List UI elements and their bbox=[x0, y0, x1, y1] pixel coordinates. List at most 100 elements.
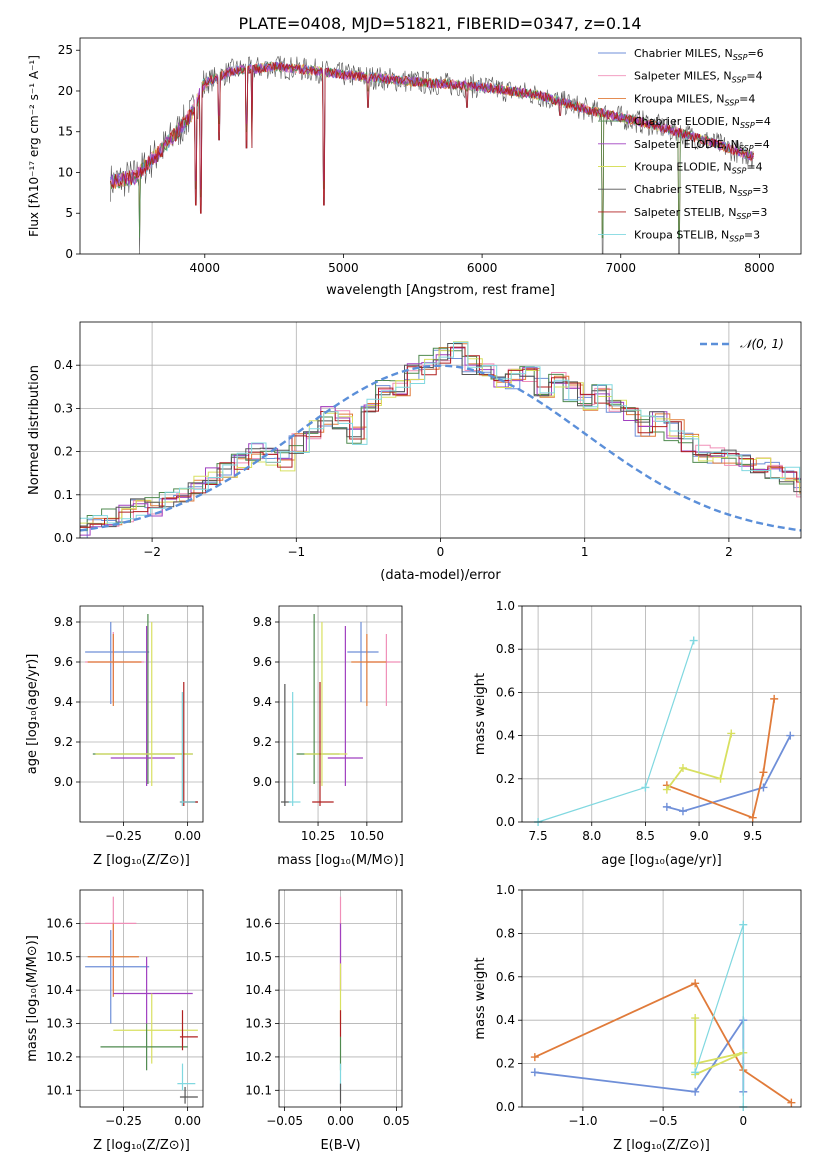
y-tick-label: 9.2 bbox=[253, 735, 272, 749]
x-tick-label: 0 bbox=[739, 1114, 747, 1128]
series bbox=[534, 636, 698, 826]
y-tick-label: 1.0 bbox=[496, 599, 515, 613]
y-tick-label: 0.0 bbox=[496, 1100, 515, 1114]
x-tick-label: 0.05 bbox=[383, 1114, 410, 1128]
axes-weight-vs-Z: −1.0 −0.5 0 0.0 0.2 0.4 0.6 0.8 1.0 Z [log₁₀(Z/Z⊙… bbox=[473, 883, 802, 1153]
series-marker bbox=[739, 920, 748, 929]
y-tick-label: 10 bbox=[58, 165, 73, 179]
series-marker bbox=[748, 813, 757, 822]
y-tick-label: 0.6 bbox=[496, 685, 515, 699]
series-line bbox=[537, 640, 695, 823]
y-tick-label: 0.6 bbox=[496, 970, 515, 984]
y-axis-label: Flux [fλ10⁻¹⁷ erg cm⁻² s⁻¹ A⁻¹] bbox=[27, 55, 41, 237]
series-marker bbox=[759, 783, 768, 792]
data-point bbox=[100, 1023, 188, 1071]
series-line bbox=[666, 735, 792, 813]
series bbox=[662, 731, 795, 816]
data-point bbox=[179, 1086, 198, 1104]
y-tick-label: 5 bbox=[65, 206, 73, 220]
axes-frame bbox=[79, 37, 802, 255]
y-tick-label: 0.2 bbox=[54, 445, 73, 459]
legend-entry: Chabrier STELIB, NSSP=3 bbox=[634, 183, 768, 198]
gaussian-curve bbox=[80, 364, 801, 532]
axes-frame bbox=[79, 321, 802, 539]
y-tick-label: 10.6 bbox=[46, 916, 73, 930]
x-axis-label: Z [log₁₀(Z/Z⊙)] bbox=[93, 1138, 190, 1153]
x-axis-label: (data-model)/error bbox=[380, 568, 501, 583]
legend-entry: Salpeter ELODIE, NSSP=4 bbox=[634, 138, 770, 153]
series-marker bbox=[787, 1098, 796, 1107]
legend-entry: Kroupa ELODIE, NSSP=4 bbox=[634, 161, 763, 176]
x-tick-label: 7.5 bbox=[529, 829, 548, 843]
y-tick-label: 0.0 bbox=[496, 815, 515, 829]
y-tick-label: 10.6 bbox=[245, 916, 272, 930]
y-tick-label: 0.2 bbox=[496, 772, 515, 786]
y-tick-label: 9.4 bbox=[253, 695, 272, 709]
x-axis-label: Z [log₁₀(Z/Z⊙)] bbox=[93, 853, 190, 868]
x-axis-label: Z [log₁₀(Z/Z⊙)] bbox=[613, 1138, 710, 1153]
x-tick-label: 9.0 bbox=[690, 829, 709, 843]
series-marker bbox=[662, 802, 671, 811]
y-tick-label: 10.2 bbox=[46, 1050, 73, 1064]
series-marker bbox=[641, 783, 650, 792]
y-tick-label: 9.8 bbox=[253, 615, 272, 629]
x-axis-label: mass [log₁₀(M/M⊙)] bbox=[277, 853, 404, 868]
data-point bbox=[179, 692, 196, 806]
x-tick-label: 4000 bbox=[190, 261, 221, 275]
axes-frame bbox=[278, 605, 403, 823]
plot-area bbox=[80, 341, 801, 538]
histogram-step bbox=[80, 347, 801, 536]
x-axis-label: age [log₁₀(age/yr)] bbox=[601, 853, 722, 868]
y-tick-label: 25 bbox=[58, 43, 73, 57]
histogram-step bbox=[80, 346, 801, 528]
y-tick-label: 10.2 bbox=[245, 1050, 272, 1064]
data-point bbox=[87, 923, 139, 997]
data-point bbox=[304, 622, 348, 786]
y-tick-label: 9.4 bbox=[54, 695, 73, 709]
x-tick-label: 10.50 bbox=[350, 829, 384, 843]
y-tick-label: 0.4 bbox=[496, 1013, 515, 1027]
legend-entry: Salpeter STELIB, NSSP=3 bbox=[634, 206, 767, 221]
y-tick-label: 9.6 bbox=[253, 655, 272, 669]
series-marker bbox=[689, 636, 698, 645]
y-tick-label: 10.4 bbox=[46, 983, 73, 997]
y-tick-label: 9.0 bbox=[54, 775, 73, 789]
x-axis-label: wavelength [Angstrom, rest frame] bbox=[326, 283, 555, 298]
data-point bbox=[351, 634, 387, 706]
x-tick-label: 0.00 bbox=[174, 1114, 201, 1128]
series-marker bbox=[691, 979, 700, 988]
x-tick-label: 6000 bbox=[467, 261, 498, 275]
x-tick-label: 7000 bbox=[605, 261, 636, 275]
series-line bbox=[534, 982, 792, 1104]
series-marker bbox=[691, 1068, 700, 1077]
axes-weight-vs-age: 7.5 8.0 8.5 9.0 9.5 0.0 0.2 0.4 0.6 0.8 1.0 age [lo… bbox=[473, 599, 802, 868]
series-line bbox=[694, 1018, 744, 1076]
y-tick-label: 10.4 bbox=[245, 983, 272, 997]
data-point bbox=[85, 930, 150, 1024]
series-marker bbox=[759, 768, 768, 777]
x-tick-label: −2 bbox=[143, 545, 161, 559]
series-marker bbox=[786, 731, 795, 740]
data-point bbox=[179, 1010, 198, 1051]
axes-frame bbox=[521, 605, 802, 823]
histogram-step bbox=[80, 347, 801, 532]
y-tick-label: 0.8 bbox=[496, 642, 515, 656]
y-axis-label: mass weight bbox=[473, 673, 488, 755]
x-tick-label: 0 bbox=[437, 545, 445, 559]
legend-entry: Kroupa STELIB, NSSP=3 bbox=[634, 229, 760, 244]
plot-area bbox=[530, 920, 796, 1111]
figure-title: PLATE=0408, MJD=51821, FIBERID=0347, z=0… bbox=[238, 14, 641, 33]
legend-entry: Chabrier ELODIE, NSSP=4 bbox=[634, 115, 771, 130]
y-tick-label: 0.1 bbox=[54, 488, 73, 502]
x-axis-label: E(B-V) bbox=[320, 1138, 360, 1153]
y-tick-label: 15 bbox=[58, 125, 73, 139]
series-marker bbox=[691, 1014, 700, 1023]
legend: Chabrier MILES, NSSP=6 Salpeter MILES, NS… bbox=[598, 47, 771, 244]
x-tick-label: −1 bbox=[287, 545, 305, 559]
y-tick-label: 1.0 bbox=[496, 883, 515, 897]
plot-area bbox=[534, 636, 795, 826]
grid bbox=[80, 606, 203, 822]
series bbox=[530, 1016, 748, 1096]
series-marker bbox=[770, 694, 779, 703]
